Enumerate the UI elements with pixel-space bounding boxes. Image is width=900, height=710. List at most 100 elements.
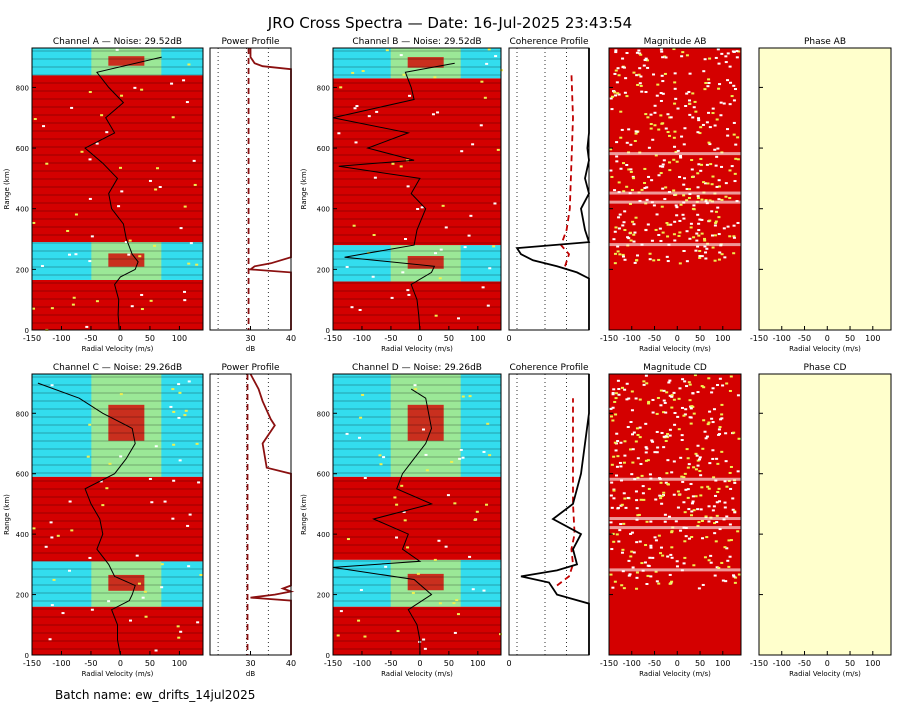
magnitude-speckle bbox=[613, 72, 617, 75]
magnitude-speckle bbox=[630, 390, 634, 393]
noise-speckle bbox=[351, 71, 355, 74]
magnitude-speckle bbox=[682, 250, 686, 253]
magnitude-speckle bbox=[612, 238, 616, 241]
magnitude-speckle bbox=[707, 81, 711, 84]
magnitude-speckle bbox=[699, 157, 703, 160]
magnitude-speckle bbox=[710, 417, 714, 420]
magnitude-speckle bbox=[634, 490, 638, 493]
y-tick-label: 200 bbox=[317, 592, 330, 600]
magnitude-speckle bbox=[636, 457, 640, 460]
magnitude-speckle bbox=[637, 73, 641, 76]
magnitude-speckle bbox=[704, 251, 708, 254]
noise-speckle bbox=[183, 205, 187, 208]
magnitude-speckle bbox=[711, 112, 715, 115]
magnitude-speckle bbox=[664, 435, 668, 438]
magnitude-speckle bbox=[660, 205, 664, 208]
magnitude-speckle bbox=[626, 496, 630, 499]
magnitude-speckle bbox=[622, 461, 626, 464]
magnitude-speckle bbox=[681, 213, 685, 216]
x-tick-label: 30 bbox=[245, 659, 255, 668]
magnitude-speckle bbox=[672, 460, 676, 463]
magnitude-speckle bbox=[690, 168, 694, 171]
magnitude-speckle bbox=[703, 239, 707, 242]
magnitude-speckle bbox=[682, 414, 686, 417]
panel-title-power-c: Power Profile bbox=[221, 363, 280, 373]
magnitude-speckle bbox=[611, 406, 615, 409]
magnitude-speckle bbox=[700, 519, 704, 522]
magnitude-speckle bbox=[697, 234, 701, 237]
range-band bbox=[32, 279, 203, 330]
magnitude-speckle bbox=[688, 237, 692, 240]
magnitude-speckle bbox=[619, 136, 623, 139]
magnitude-speckle bbox=[636, 514, 640, 517]
magnitude-speckle bbox=[708, 143, 712, 146]
magnitude-speckle bbox=[724, 580, 728, 583]
magnitude-speckle bbox=[695, 232, 699, 235]
noise-speckle bbox=[144, 615, 148, 618]
noise-speckle bbox=[452, 602, 456, 605]
magnitude-speckle bbox=[680, 439, 684, 442]
magnitude-speckle bbox=[730, 165, 734, 168]
magnitude-speckle bbox=[634, 440, 638, 443]
magnitude-speckle bbox=[636, 83, 640, 86]
magnitude-speckle bbox=[717, 87, 721, 90]
magnitude-speckle bbox=[643, 59, 647, 62]
magnitude-speckle bbox=[728, 523, 732, 526]
magnitude-stripe bbox=[609, 200, 741, 204]
noise-speckle bbox=[187, 63, 191, 66]
magnitude-speckle bbox=[649, 546, 653, 549]
magnitude-speckle bbox=[733, 511, 737, 514]
magnitude-speckle bbox=[708, 126, 712, 129]
panel-frame bbox=[332, 373, 502, 656]
magnitude-speckle bbox=[666, 235, 670, 238]
panel-frame bbox=[31, 373, 204, 656]
panel-frame bbox=[209, 373, 292, 656]
magnitude-speckle bbox=[672, 493, 676, 496]
magnitude-speckle bbox=[689, 422, 693, 425]
magnitude-speckle bbox=[637, 513, 641, 516]
magnitude-speckle bbox=[713, 574, 717, 577]
noise-speckle bbox=[99, 480, 103, 483]
x-tick-label: 100 bbox=[470, 334, 485, 343]
magnitude-speckle bbox=[710, 210, 714, 213]
noise-speckle bbox=[496, 148, 500, 151]
magnitude-speckle bbox=[651, 398, 655, 401]
magnitude-speckle bbox=[642, 64, 646, 67]
magnitude-speckle bbox=[683, 540, 687, 543]
x-tick-label: -50 bbox=[84, 334, 97, 343]
x-tick-label: 50 bbox=[845, 334, 855, 343]
coherence-threshold-line bbox=[559, 72, 574, 267]
noise-speckle bbox=[379, 463, 383, 466]
magnitude-speckle bbox=[610, 506, 614, 509]
magnitude-speckle bbox=[658, 227, 662, 230]
magnitude-speckle bbox=[679, 529, 683, 532]
magnitude-speckle bbox=[735, 50, 739, 53]
magnitude-speckle bbox=[610, 415, 614, 418]
panel-frame bbox=[31, 47, 204, 331]
magnitude-speckle bbox=[628, 573, 632, 576]
magnitude-speckle bbox=[673, 130, 677, 133]
magnitude-speckle bbox=[691, 500, 695, 503]
noise-speckle bbox=[197, 481, 201, 484]
magnitude-speckle bbox=[613, 91, 617, 94]
magnitude-speckle bbox=[679, 156, 683, 159]
magnitude-speckle bbox=[720, 52, 724, 55]
magnitude-speckle bbox=[733, 172, 737, 175]
y-tick-label: 0 bbox=[25, 327, 29, 335]
range-band bbox=[333, 78, 501, 246]
magnitude-background bbox=[609, 48, 741, 330]
magnitude-speckle bbox=[618, 461, 622, 464]
magnitude-speckle bbox=[631, 448, 635, 451]
magnitude-speckle bbox=[620, 128, 624, 131]
magnitude-speckle bbox=[609, 169, 613, 172]
magnitude-speckle bbox=[655, 94, 659, 97]
magnitude-speckle bbox=[697, 587, 701, 590]
magnitude-speckle bbox=[657, 534, 661, 537]
magnitude-speckle bbox=[685, 448, 689, 451]
magnitude-speckle bbox=[698, 218, 702, 221]
echo-peak bbox=[407, 57, 444, 68]
x-tick-label: -150 bbox=[23, 659, 41, 668]
magnitude-speckle bbox=[616, 92, 620, 95]
magnitude-speckle bbox=[691, 207, 695, 210]
noise-speckle bbox=[61, 612, 65, 615]
